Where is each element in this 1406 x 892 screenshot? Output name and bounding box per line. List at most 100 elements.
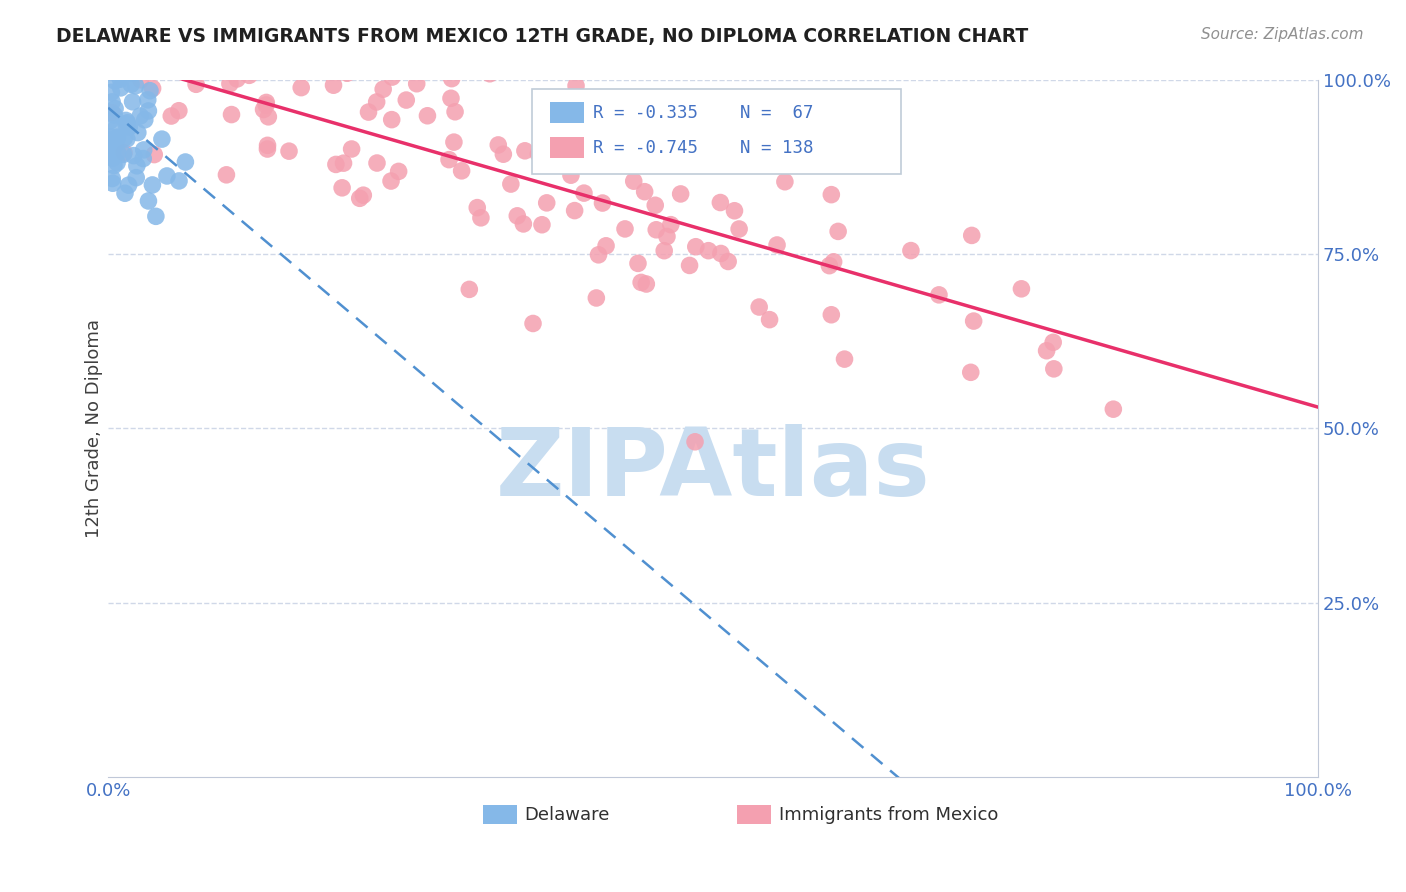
Point xyxy=(717,254,740,268)
Point xyxy=(388,164,411,178)
Point xyxy=(322,78,344,93)
Point xyxy=(115,132,138,146)
Point xyxy=(121,66,143,80)
Point xyxy=(422,59,444,73)
Point xyxy=(588,248,610,262)
Point xyxy=(240,63,263,78)
Point xyxy=(325,157,347,171)
Point xyxy=(960,228,983,243)
Bar xyxy=(550,137,583,158)
Point xyxy=(103,135,125,149)
Point xyxy=(1035,343,1057,358)
Point xyxy=(135,59,157,73)
Point xyxy=(115,117,138,131)
Point xyxy=(710,246,733,260)
Point xyxy=(766,238,789,252)
Point xyxy=(160,109,183,123)
Point xyxy=(522,317,544,331)
Point xyxy=(820,308,842,322)
Point xyxy=(143,147,166,161)
Point xyxy=(112,147,135,161)
Point xyxy=(627,256,650,270)
Point xyxy=(585,291,607,305)
Point xyxy=(818,259,841,273)
Point xyxy=(662,153,685,167)
Point xyxy=(112,59,135,73)
Point xyxy=(156,59,179,73)
Point xyxy=(595,239,617,253)
Point xyxy=(117,178,139,193)
Point xyxy=(254,98,277,112)
Point xyxy=(256,142,278,156)
Point xyxy=(564,203,586,218)
Point xyxy=(669,186,692,201)
Point xyxy=(336,66,359,80)
Text: Source: ZipAtlas.com: Source: ZipAtlas.com xyxy=(1201,27,1364,42)
Point xyxy=(136,93,159,107)
Point xyxy=(288,60,311,74)
Point xyxy=(226,72,249,87)
Text: ZIPAtlas: ZIPAtlas xyxy=(496,424,931,516)
Point xyxy=(142,81,165,95)
Point xyxy=(105,155,128,169)
Point xyxy=(132,143,155,157)
Point xyxy=(252,103,274,117)
Point xyxy=(614,222,637,236)
Point xyxy=(103,159,125,173)
Point xyxy=(531,104,554,119)
Point xyxy=(395,93,418,107)
Point xyxy=(139,59,162,73)
Point xyxy=(104,137,127,152)
Point xyxy=(723,203,745,218)
Point xyxy=(900,244,922,258)
Point xyxy=(114,60,136,74)
Point xyxy=(187,59,209,73)
Point xyxy=(465,201,488,215)
Point xyxy=(167,103,190,118)
Point xyxy=(330,181,353,195)
Text: Delaware: Delaware xyxy=(524,806,610,824)
Point xyxy=(129,72,152,87)
Point xyxy=(748,300,770,314)
Point xyxy=(340,142,363,156)
Point xyxy=(381,70,404,84)
Text: DELAWARE VS IMMIGRANTS FROM MEXICO 12TH GRADE, NO DIPLOMA CORRELATION CHART: DELAWARE VS IMMIGRANTS FROM MEXICO 12TH … xyxy=(56,27,1029,45)
Point xyxy=(167,174,190,188)
Point xyxy=(101,151,124,165)
Point xyxy=(630,276,652,290)
Point xyxy=(636,277,658,291)
Point xyxy=(572,186,595,201)
Point xyxy=(440,91,463,105)
Point xyxy=(150,132,173,146)
Point xyxy=(697,244,720,258)
Point xyxy=(827,224,849,238)
Point xyxy=(440,71,463,86)
Point xyxy=(107,130,129,145)
Point xyxy=(444,104,467,119)
Point xyxy=(100,60,122,74)
Point xyxy=(139,84,162,98)
Point xyxy=(100,59,122,73)
Point xyxy=(617,158,640,172)
Point xyxy=(129,109,152,123)
Point xyxy=(544,98,567,112)
Point xyxy=(104,102,127,116)
Point xyxy=(655,229,678,244)
Point xyxy=(728,222,751,236)
Point xyxy=(174,155,197,169)
Point xyxy=(513,144,536,158)
Point xyxy=(179,63,201,78)
Point xyxy=(98,129,121,144)
Point xyxy=(127,126,149,140)
Point xyxy=(114,131,136,145)
Point xyxy=(645,223,668,237)
Point xyxy=(121,95,143,109)
Point xyxy=(138,194,160,208)
Point xyxy=(443,135,465,149)
Point xyxy=(114,186,136,201)
Point xyxy=(603,156,626,170)
Point xyxy=(145,210,167,224)
Point xyxy=(373,82,395,96)
Point xyxy=(963,314,986,328)
Point xyxy=(290,80,312,95)
